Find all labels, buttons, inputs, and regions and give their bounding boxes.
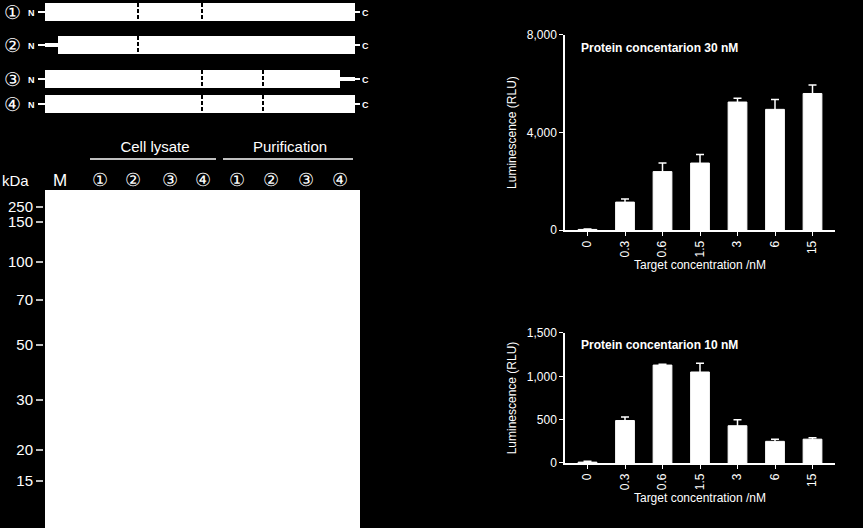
svg-text:100: 100 <box>8 253 33 270</box>
svg-text:①: ① <box>4 2 21 23</box>
svg-text:0.6: 0.6 <box>655 473 669 490</box>
svg-text:Cell lysate: Cell lysate <box>120 138 189 155</box>
svg-text:1.5: 1.5 <box>693 240 707 257</box>
svg-text:4,000: 4,000 <box>527 126 557 140</box>
svg-text:C: C <box>362 41 369 51</box>
svg-text:250: 250 <box>8 198 33 215</box>
svg-text:0.3: 0.3 <box>618 473 632 490</box>
svg-text:Protein concentarion 30 nM: Protein concentarion 30 nM <box>581 41 738 55</box>
svg-text:8,000: 8,000 <box>527 28 557 42</box>
svg-text:②: ② <box>4 35 21 56</box>
svg-text:0: 0 <box>580 240 594 247</box>
svg-text:15: 15 <box>805 473 819 487</box>
svg-text:6: 6 <box>768 240 782 247</box>
svg-text:④: ④ <box>332 170 348 190</box>
svg-text:70: 70 <box>16 291 33 308</box>
svg-text:1,500: 1,500 <box>527 326 557 340</box>
svg-text:1,000: 1,000 <box>527 370 557 384</box>
svg-text:50: 50 <box>16 336 33 353</box>
svg-text:1.5: 1.5 <box>693 473 707 490</box>
svg-text:0: 0 <box>550 223 557 237</box>
svg-text:①: ① <box>229 170 245 190</box>
svg-text:Target concentration /nM: Target concentration /nM <box>634 491 766 505</box>
svg-text:Protein concentarion 10 nM: Protein concentarion 10 nM <box>581 338 738 352</box>
svg-text:Luminescence (RLU): Luminescence (RLU) <box>505 342 519 455</box>
svg-text:0: 0 <box>550 456 557 470</box>
svg-text:M: M <box>53 171 67 190</box>
svg-text:②: ② <box>125 170 141 190</box>
svg-text:C: C <box>362 75 369 85</box>
svg-text:3: 3 <box>730 473 744 480</box>
svg-text:②: ② <box>263 170 279 190</box>
svg-text:N: N <box>28 100 35 110</box>
svg-text:150: 150 <box>8 213 33 230</box>
svg-text:15: 15 <box>805 240 819 254</box>
svg-text:15: 15 <box>16 472 33 489</box>
svg-text:③: ③ <box>162 170 178 190</box>
svg-text:①: ① <box>92 170 108 190</box>
svg-text:Target concentration /nM: Target concentration /nM <box>634 258 766 272</box>
svg-text:500: 500 <box>537 413 557 427</box>
svg-text:Purification: Purification <box>253 138 327 155</box>
svg-text:③: ③ <box>4 69 21 90</box>
svg-text:N: N <box>28 41 35 51</box>
svg-text:C: C <box>362 100 369 110</box>
svg-text:kDa: kDa <box>2 172 29 189</box>
svg-text:3: 3 <box>730 240 744 247</box>
svg-text:20: 20 <box>16 441 33 458</box>
svg-text:④: ④ <box>195 170 211 190</box>
svg-text:③: ③ <box>298 170 314 190</box>
svg-text:0: 0 <box>580 473 594 480</box>
svg-text:Luminescence (RLU): Luminescence (RLU) <box>505 76 519 189</box>
svg-text:0.3: 0.3 <box>618 240 632 257</box>
svg-text:6: 6 <box>768 473 782 480</box>
svg-text:④: ④ <box>4 94 21 115</box>
svg-text:N: N <box>28 8 35 18</box>
svg-text:0.6: 0.6 <box>655 240 669 257</box>
svg-text:C: C <box>362 8 369 18</box>
svg-text:30: 30 <box>16 391 33 408</box>
svg-text:N: N <box>28 75 35 85</box>
